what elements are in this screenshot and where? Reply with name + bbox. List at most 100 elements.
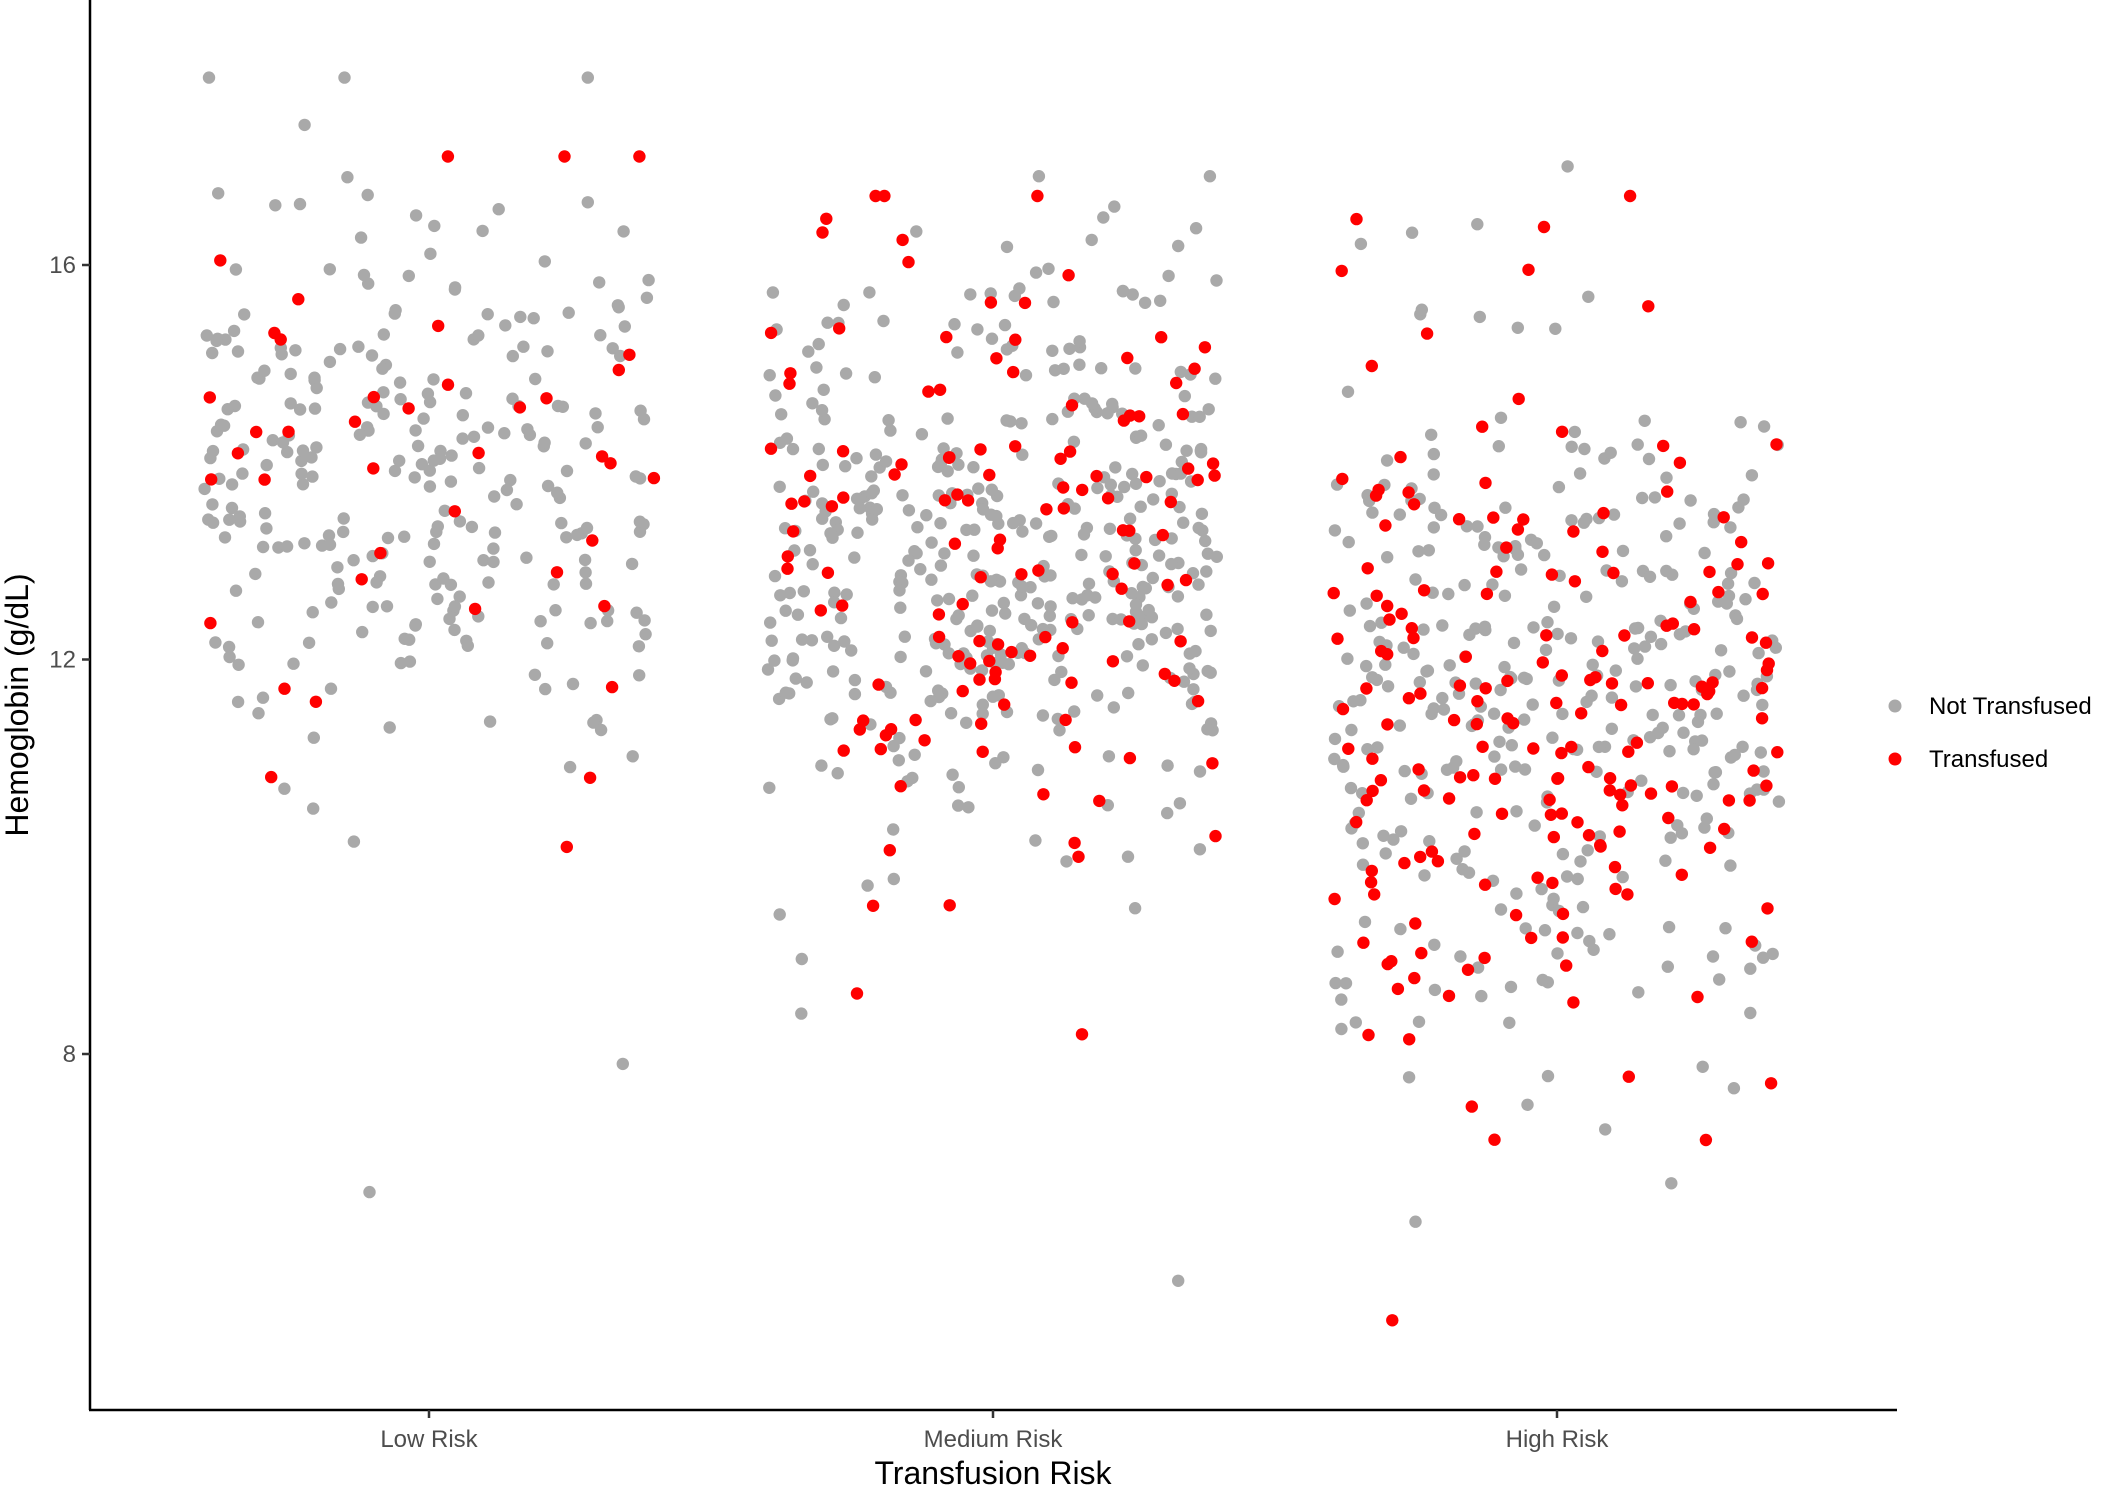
point-transfused — [1479, 476, 1492, 490]
point-transfused — [1005, 645, 1018, 659]
point-not-transfused — [551, 486, 564, 499]
point-not-transfused — [231, 345, 245, 358]
point-not-transfused — [341, 171, 354, 184]
point-transfused — [1567, 525, 1580, 538]
point-transfused — [1365, 359, 1379, 373]
point-not-transfused — [1409, 573, 1422, 586]
point-not-transfused — [884, 424, 897, 437]
point-not-transfused — [1418, 869, 1431, 882]
point-not-transfused — [1631, 438, 1644, 451]
point-transfused — [1487, 511, 1500, 524]
point-not-transfused — [1521, 1098, 1534, 1112]
point-transfused — [1123, 615, 1136, 628]
point-transfused — [1575, 707, 1588, 720]
point-not-transfused — [1018, 612, 1031, 626]
point-transfused — [1465, 1100, 1479, 1113]
legend-label: Transfused — [1929, 746, 2048, 773]
point-transfused — [1527, 742, 1540, 755]
point-not-transfused — [1000, 240, 1014, 254]
point-not-transfused — [256, 540, 270, 554]
point-not-transfused — [1387, 833, 1400, 846]
point-transfused — [1062, 269, 1075, 282]
point-not-transfused — [1204, 666, 1217, 679]
point-not-transfused — [1202, 403, 1215, 416]
point-transfused — [1555, 669, 1569, 682]
point-not-transfused — [424, 247, 437, 260]
point-not-transfused — [1159, 626, 1173, 640]
point-transfused — [1706, 676, 1719, 689]
point-not-transfused — [618, 320, 631, 333]
point-transfused — [1158, 667, 1172, 681]
point-transfused — [1414, 687, 1427, 700]
point-transfused — [1755, 712, 1769, 725]
point-transfused — [804, 469, 817, 483]
point-not-transfused — [1471, 961, 1485, 974]
point-transfused — [1642, 300, 1655, 313]
point-not-transfused — [633, 525, 647, 538]
point-not-transfused — [1499, 501, 1512, 514]
point-not-transfused — [538, 255, 551, 268]
point-not-transfused — [1530, 537, 1544, 550]
point-not-transfused — [1405, 226, 1419, 239]
point-not-transfused — [810, 361, 823, 374]
point-not-transfused — [296, 478, 310, 491]
point-transfused — [1381, 599, 1394, 613]
point-transfused — [1360, 682, 1373, 695]
point-not-transfused — [1632, 986, 1645, 999]
point-not-transfused — [403, 655, 417, 668]
point-not-transfused — [1721, 577, 1735, 590]
point-transfused — [895, 458, 908, 471]
point-not-transfused — [1739, 593, 1752, 606]
point-transfused — [874, 742, 887, 756]
point-transfused — [1407, 631, 1420, 645]
point-not-transfused — [499, 319, 512, 332]
point-transfused — [1547, 830, 1561, 844]
point-not-transfused — [1469, 677, 1483, 690]
point-not-transfused — [1536, 973, 1549, 987]
point-transfused — [1551, 772, 1564, 785]
point-not-transfused — [225, 478, 239, 491]
point-not-transfused — [1591, 635, 1605, 648]
point-transfused — [1431, 855, 1445, 868]
point-not-transfused — [517, 340, 530, 353]
point-transfused — [951, 488, 964, 501]
point-transfused — [1555, 807, 1569, 820]
point-not-transfused — [1341, 385, 1355, 398]
point-not-transfused — [380, 600, 394, 613]
point-not-transfused — [1587, 943, 1600, 956]
point-not-transfused — [260, 458, 273, 472]
point-not-transfused — [1007, 516, 1020, 530]
point-not-transfused — [477, 554, 490, 567]
point-not-transfused — [1664, 831, 1677, 844]
point-not-transfused — [1662, 920, 1676, 934]
point-not-transfused — [1165, 557, 1178, 571]
point-not-transfused — [363, 1185, 376, 1199]
point-not-transfused — [1462, 866, 1476, 879]
point-transfused — [1106, 567, 1119, 581]
point-transfused — [878, 189, 891, 203]
point-transfused — [1402, 692, 1416, 705]
point-not-transfused — [1417, 623, 1430, 636]
point-transfused — [1759, 636, 1773, 649]
point-transfused — [1414, 850, 1427, 864]
point-not-transfused — [427, 537, 441, 551]
point-not-transfused — [1672, 709, 1686, 722]
point-not-transfused — [800, 676, 813, 689]
point-not-transfused — [1370, 673, 1384, 687]
point-not-transfused — [1724, 566, 1738, 580]
point-not-transfused — [1177, 675, 1191, 688]
point-transfused — [1209, 829, 1222, 843]
point-transfused — [785, 497, 798, 510]
point-not-transfused — [1487, 707, 1501, 720]
point-transfused — [922, 385, 935, 398]
point-not-transfused — [998, 318, 1012, 332]
point-not-transfused — [1139, 582, 1153, 595]
point-not-transfused — [816, 497, 829, 510]
point-transfused — [1368, 888, 1381, 901]
point-not-transfused — [456, 432, 469, 445]
point-transfused — [894, 780, 907, 793]
point-not-transfused — [1210, 550, 1224, 563]
point-transfused — [1613, 825, 1626, 838]
point-not-transfused — [323, 538, 337, 551]
point-not-transfused — [763, 781, 776, 794]
